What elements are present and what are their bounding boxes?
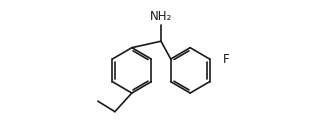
Text: F: F — [223, 53, 229, 66]
Text: NH₂: NH₂ — [150, 10, 172, 23]
